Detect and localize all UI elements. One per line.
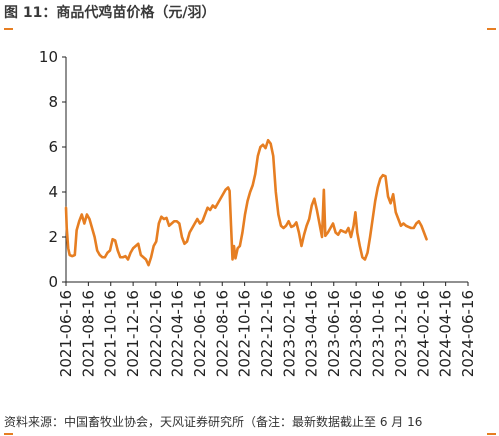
x-tick-label: 2023-10-16 (370, 290, 388, 377)
x-tick-label: 2023-08-16 (347, 290, 365, 377)
y-tick-label: 6 (48, 138, 58, 156)
x-tick-label: 2021-10-16 (102, 290, 120, 377)
x-tick-label: 2024-04-16 (437, 290, 455, 377)
x-tick-label: 2022-04-16 (169, 290, 187, 377)
y-tick-label: 4 (48, 183, 58, 201)
x-tick-label: 2023-12-16 (392, 290, 410, 377)
x-tick-label: 2022-12-16 (258, 290, 276, 377)
x-tick-label: 2022-02-16 (147, 290, 165, 377)
chart-title: 图 11：商品代鸡苗价格（元/羽） (4, 5, 216, 21)
y-tick-label: 10 (39, 48, 58, 66)
x-tick-label: 2022-06-16 (191, 290, 209, 377)
title-accent-rule-left (4, 28, 13, 30)
x-tick-label: 2022-08-16 (213, 290, 231, 377)
y-tick-label: 2 (48, 228, 58, 246)
x-tick-label: 2023-02-16 (281, 290, 299, 377)
y-tick-label: 8 (48, 93, 58, 111)
x-tick-label: 2021-12-16 (124, 290, 142, 377)
title-accent-rule-right (487, 28, 496, 30)
x-tick-label: 2023-04-16 (302, 290, 320, 377)
x-tick-label: 2023-06-16 (325, 290, 343, 377)
x-tick-label: 2024-02-16 (415, 290, 433, 377)
source-note: 资料来源：中国畜牧业协会，天风证券研究所（备注：最新数据截止至 6 月 16 (4, 415, 423, 429)
y-tick-label: 0 (48, 273, 58, 291)
footer-accent-rule-right (487, 433, 496, 435)
x-tick-label: 2021-06-16 (57, 290, 75, 377)
footer-accent-rule-left (4, 433, 13, 435)
series-line (64, 138, 428, 267)
x-tick-label: 2021-08-16 (79, 290, 97, 377)
x-tick-label: 2024-06-16 (459, 290, 477, 377)
x-tick-label: 2022-10-16 (236, 290, 254, 377)
